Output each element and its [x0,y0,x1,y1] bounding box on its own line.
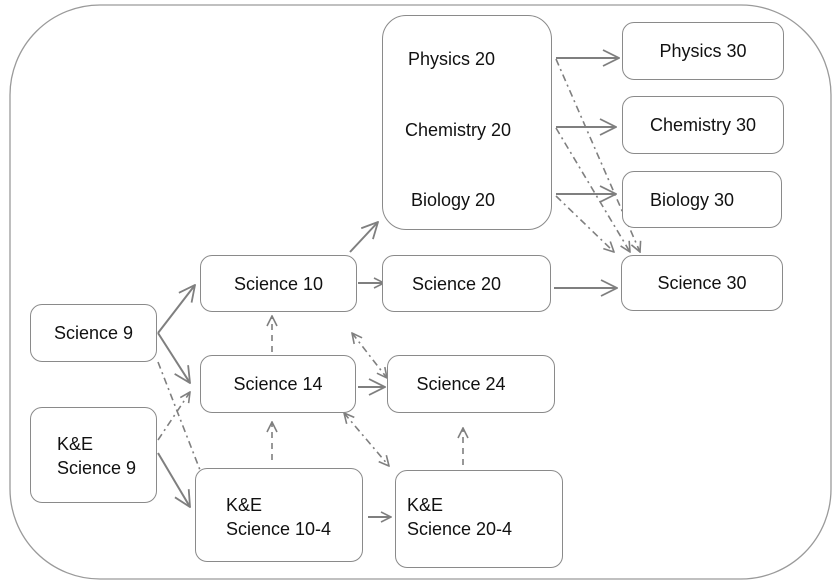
label: Chemistry 30 [649,115,757,135]
label: Science 9 [53,323,134,343]
node-ke-science-10-4: K&E Science 10-4 [195,468,363,562]
arrow-science9-to-science10 [157,285,195,334]
node-biology-20: Biology 20 [411,190,496,210]
arrow-kescience9-to-kescience10-4 [157,452,190,507]
node-physics-20: Physics 20 [408,49,496,69]
arrow-science9-to-kescience10-4 [157,361,207,488]
node-science-14: Science 14 [200,355,356,413]
outer-frame [9,4,832,580]
label-line2: Science 9 [57,458,137,478]
label: Science 24 [416,374,506,394]
node-chemistry-20: Chemistry 20 [405,120,512,140]
node-science-30: Science 30 [621,255,783,311]
arrow-science10-to-20-group [349,222,378,253]
node-physics-30: Physics 30 [622,22,784,80]
label: Science 30 [657,273,747,293]
node-science-10: Science 10 [200,255,357,312]
arrow-science14-kescience20-4 [344,413,389,466]
label-line2: Science 10-4 [226,519,332,539]
label: Physics 30 [659,41,747,61]
arrow-kescience9-to-science14 [157,392,190,441]
label: Biology 30 [649,189,735,210]
node-biology-30: Biology 30 [622,171,782,228]
arrow-chemistry20-to-science30 [555,127,630,252]
node-science-24: Science 24 [387,355,555,413]
label: Science 14 [233,374,323,394]
arrow-biology20-to-science30 [555,195,614,252]
node-science-9: Science 9 [30,304,157,362]
arrow-science9-to-science14 [157,332,190,383]
label-line1: K&E [226,495,263,515]
arrow-science10-science24 [352,333,387,378]
node-ke-science-9: K&E Science 9 [30,407,157,503]
node-chemistry-30: Chemistry 30 [622,96,784,154]
node-group-20-level: Physics 20 Chemistry 20 Biology 20 [382,15,552,230]
label: Science 20 [411,273,502,294]
label: Science 10 [233,273,324,294]
label-line1: K&E [57,434,94,454]
label-line2: Science 20-4 [407,519,513,539]
node-ke-science-20-4: K&E Science 20-4 [395,470,563,568]
label-line1: K&E [407,495,444,515]
node-science-20: Science 20 [382,255,551,312]
